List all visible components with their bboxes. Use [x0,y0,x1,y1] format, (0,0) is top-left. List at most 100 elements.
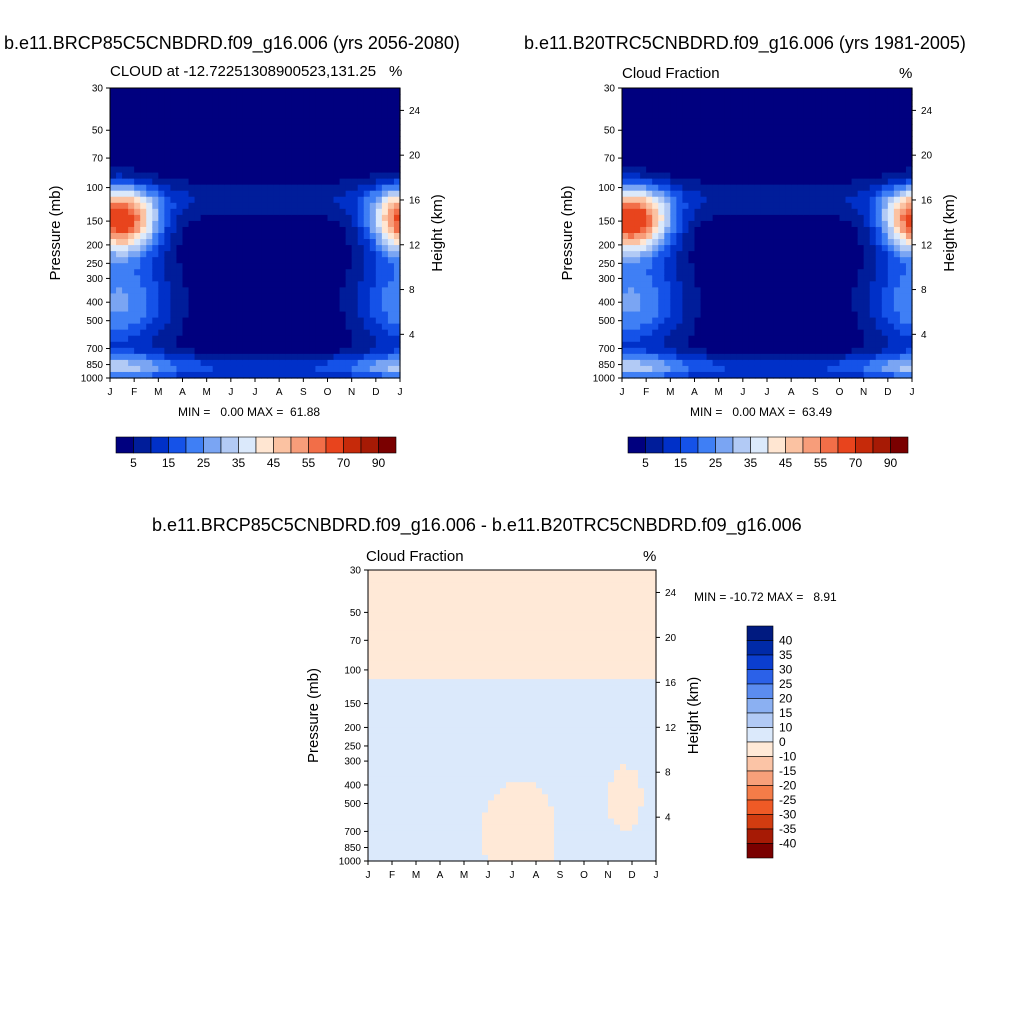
chart2-cell [767,299,774,307]
chart2-cell [785,220,792,228]
chart2-cell [652,245,659,252]
chart2-cell [863,251,871,258]
chart2-cell [640,136,647,143]
chart2-cell [905,341,913,349]
chart1-cell [212,359,220,367]
chart2-cell [815,275,822,282]
chart2-cell [899,196,907,204]
chart1-cell [369,263,377,270]
chart2-cell [640,293,647,301]
chart2-cell [736,208,744,216]
chart1-cell [236,239,244,246]
chart1-cell [351,184,359,192]
chart1-cell [200,220,208,228]
chart2-ytick-label: 1000 [593,374,616,385]
chart1-cell [122,365,129,373]
chart1-colorbar-box [308,436,327,454]
chart1-cell [224,359,232,367]
chart1-cell [267,94,274,101]
chart2-cell [803,160,810,168]
chart1-cell [176,154,184,162]
chart1-cell [152,293,159,301]
chart1-cell [345,190,353,198]
chart2-cell [905,311,913,319]
chart1-cell [134,263,141,270]
chart1-cell [122,263,129,270]
chart1-cell [248,196,256,204]
chart2-cell [833,88,841,95]
chart2-cell [797,88,804,95]
chart1-cell [387,305,395,313]
chart1-cell [333,293,341,301]
chart2-cell [646,154,653,162]
chart2-cell [622,154,629,162]
chart1-cell [291,142,298,150]
chart1-cell [339,118,347,125]
chart2-cell [748,130,756,137]
chart1-cell [116,275,123,282]
chart2-cell [640,184,647,192]
chart1-cell [321,124,329,131]
chart1-cell [230,329,238,337]
chart2-cell [748,208,756,216]
chart1-cell [116,100,123,107]
chart1-cell [188,293,196,301]
chart2-cell [628,142,635,150]
chart2-cell [845,311,853,319]
chart3-cell [368,842,375,850]
chart1-cell [309,166,317,174]
chart2-cell [658,196,665,204]
chart1-cell [128,214,135,222]
chart1-cell [242,160,250,168]
chart2-cell [754,106,762,113]
chart2-cell [899,257,907,264]
chart1-cell [255,130,262,137]
chart2-cell [773,184,780,192]
chart2-cell [791,341,798,349]
chart1-cell [188,190,196,198]
chart2-cell [634,245,641,252]
chart1-cell [170,311,178,319]
chart2-cell [857,329,865,337]
chart3-cell [368,757,375,765]
chart2-cell [833,347,841,355]
chart1-cell [194,293,202,301]
chart2-cell [857,106,865,113]
chart1-cell [236,112,244,119]
chart1-cell [224,257,232,264]
chart1-cell [303,220,310,228]
chart1-cell [164,202,172,210]
chart2-cell [676,100,684,107]
chart2-cell [851,341,859,349]
chart2-cell [851,148,859,156]
chart1-cell [273,287,280,295]
chart1-cell [224,148,232,156]
chart1-cell [363,136,371,143]
chart2-cell [652,148,659,156]
chart2-cell [869,239,877,246]
chart2-cell [682,305,690,313]
chart2-cell [887,172,895,180]
chart2-cell [664,371,671,379]
chart2-cell [718,124,726,131]
chart1-cell [116,281,123,288]
chart1-cell [387,202,395,210]
chart1-cell [309,202,317,210]
chart2-cell [640,154,647,162]
chart2-cell [670,245,677,252]
chart2-cell [670,335,677,343]
chart1-cell [212,263,220,270]
chart2-cell [869,196,877,204]
chart1-cell [273,130,280,137]
chart1-cell [134,347,141,355]
chart1-cell [261,311,268,319]
chart1-cell [242,214,250,222]
chart1-cell [291,154,298,162]
chart1-cell [279,94,286,101]
chart1-cell [303,94,310,101]
chart2-cell [670,275,677,282]
chart2-cell [893,148,901,156]
chart2-cell [700,118,708,125]
chart2-cell [622,88,629,95]
chart1-cell [146,160,153,168]
